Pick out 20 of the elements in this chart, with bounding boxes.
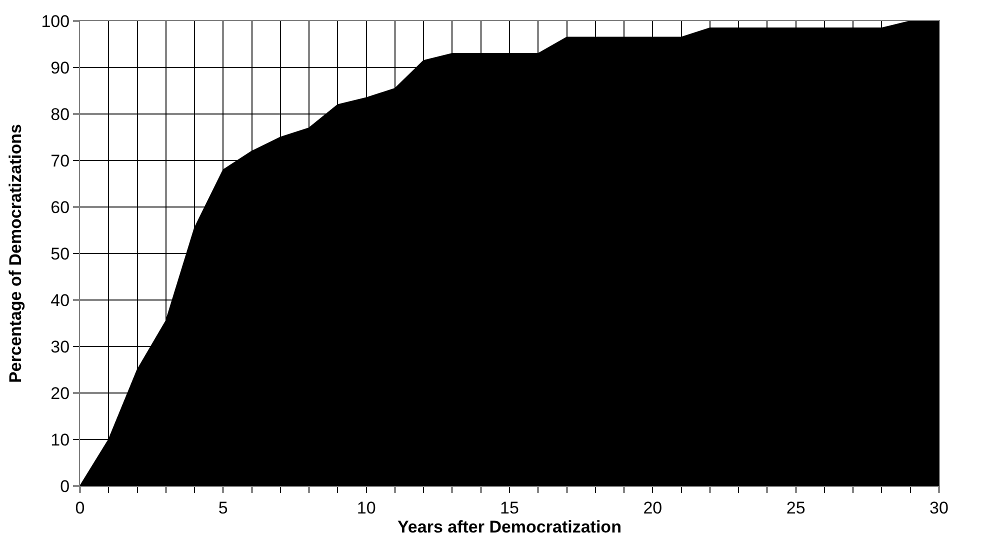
y-tick-label: 10 [50, 430, 70, 450]
x-tick-label: 10 [356, 498, 376, 518]
y-axis-title: Percentage of Democratizations [6, 124, 25, 383]
y-tick-label: 60 [50, 198, 70, 217]
x-tick-label: 25 [786, 498, 806, 518]
y-tick-label: 90 [50, 58, 70, 78]
y-tick-label: 20 [50, 384, 70, 403]
x-axis-title: Years after Democratization [398, 517, 622, 536]
y-tick-label: 80 [50, 104, 70, 124]
y-tick-label: 50 [50, 244, 70, 264]
x-tick-label: 20 [643, 498, 662, 518]
y-tick-label: 40 [50, 290, 70, 310]
y-tick-label: 70 [50, 151, 70, 170]
x-tick-label: 0 [75, 498, 85, 518]
x-tick-label: 15 [500, 498, 519, 518]
x-tick-label: 30 [930, 498, 948, 518]
y-tick-label: 30 [50, 337, 70, 356]
y-tick-label: 100 [41, 12, 70, 31]
y-tick-label: 0 [60, 476, 70, 496]
x-tick-label: 5 [218, 498, 228, 518]
